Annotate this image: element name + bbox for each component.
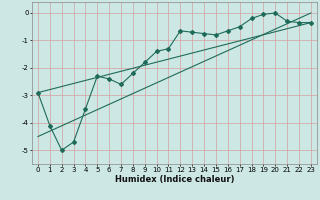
- X-axis label: Humidex (Indice chaleur): Humidex (Indice chaleur): [115, 175, 234, 184]
